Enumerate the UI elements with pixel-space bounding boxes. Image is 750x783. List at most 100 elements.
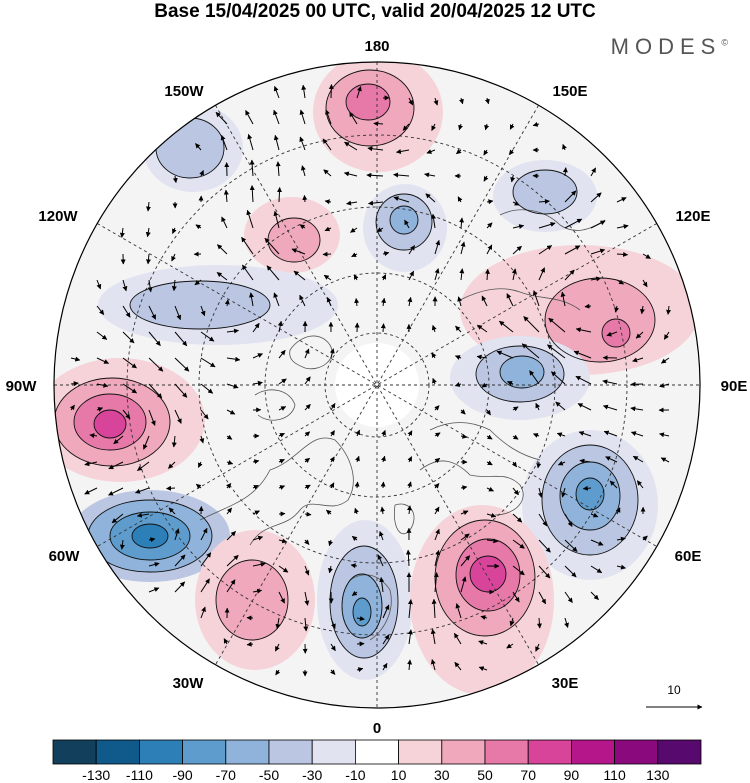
wind-vector <box>485 409 491 416</box>
wind-vector <box>223 638 229 645</box>
wind-vector <box>346 200 358 206</box>
anomaly-pos-140w <box>244 197 340 273</box>
anomaly-contour <box>512 169 578 215</box>
wind-vector <box>96 305 105 315</box>
wind-vector <box>350 563 358 569</box>
wind-vector <box>122 383 138 394</box>
wind-vector <box>322 251 332 257</box>
wind-vector <box>326 297 332 307</box>
wind-vector <box>278 432 285 438</box>
wind-vector <box>605 456 618 463</box>
lon-label-60w: 60W <box>49 548 81 565</box>
wind-vector <box>273 85 280 99</box>
wind-vector <box>275 161 281 177</box>
wind-vector <box>630 406 644 412</box>
wind-vector <box>278 406 287 411</box>
wind-vector <box>529 370 540 385</box>
colorbar-swatch <box>311 739 356 765</box>
wind-vector <box>564 269 575 281</box>
wind-vector <box>486 222 493 229</box>
wind-vector <box>278 538 288 544</box>
wind-vector <box>407 599 413 619</box>
wind-vector <box>172 227 177 234</box>
wind-vector <box>328 539 333 547</box>
wind-vector <box>511 268 517 281</box>
wind-vector <box>660 357 670 364</box>
wind-vector <box>226 460 234 465</box>
lon-label-150w: 150W <box>164 83 204 100</box>
wind-vector <box>431 598 437 619</box>
wind-vector <box>616 251 629 257</box>
wind-vector <box>642 253 651 259</box>
wind-vector <box>224 299 230 307</box>
wind-vector <box>538 245 553 255</box>
wind-vector <box>561 487 567 498</box>
wind-vector <box>197 461 203 468</box>
anomaly-pos-180 <box>313 62 443 172</box>
map-title: Base 15/04/2025 00 UTC, valid 20/04/2025… <box>154 1 596 22</box>
wind-vector <box>215 111 228 125</box>
wind-vector <box>226 483 232 489</box>
wind-vector <box>96 279 102 290</box>
wind-vector <box>247 133 254 151</box>
wind-vector <box>430 628 436 645</box>
wind-vector <box>291 248 306 255</box>
map-border <box>53 61 701 709</box>
colorbar-tick-label: -130 <box>82 767 110 783</box>
wind-vector <box>660 457 670 463</box>
wind-vector <box>434 268 440 281</box>
wind-vector <box>145 253 151 265</box>
wind-vector <box>432 377 437 385</box>
wind-vector <box>172 175 178 184</box>
anomaly-contour <box>325 69 415 147</box>
wind-vector <box>275 617 281 630</box>
wind-vector <box>639 305 645 315</box>
wind-vector <box>273 134 280 151</box>
wind-vector <box>381 429 386 437</box>
wind-vector <box>381 297 387 307</box>
modes-logo: MODES© <box>611 34 728 60</box>
anomaly-field <box>54 62 700 695</box>
wind-vector <box>356 86 362 99</box>
wind-vector <box>226 434 233 440</box>
wind-vector <box>304 565 310 576</box>
wind-vector <box>148 587 160 593</box>
wind-vector <box>405 549 411 567</box>
wind-vector <box>293 270 306 281</box>
wind-vector <box>278 565 289 573</box>
wind-vector <box>486 460 493 466</box>
colorbar-swatch <box>268 739 313 765</box>
wind-vector <box>381 274 387 281</box>
anomaly-contours <box>54 69 656 659</box>
colorbar-tick-label: -90 <box>172 767 192 783</box>
anomaly-contour <box>215 559 289 641</box>
wind-vector <box>356 667 364 673</box>
wind-vector <box>460 485 468 491</box>
wind-vector <box>455 603 462 619</box>
wind-vector <box>642 279 648 288</box>
wind-vector <box>575 327 592 333</box>
wind-vector <box>616 564 626 570</box>
wind-vector <box>560 291 566 307</box>
wind-vector <box>148 562 160 567</box>
wind-vector <box>459 217 465 229</box>
colorbar-tick-label: 30 <box>434 767 450 783</box>
wind-vector <box>145 227 151 238</box>
anomaly-neg-90e <box>450 336 590 420</box>
colorbar-tick-label: 70 <box>520 767 536 783</box>
wind-vector <box>323 274 332 281</box>
wind-vector <box>483 175 489 182</box>
wind-vector <box>376 227 384 233</box>
wind-vector <box>278 511 286 517</box>
anomaly-contour <box>475 345 565 403</box>
lon-label-0: 0 <box>373 720 381 737</box>
anomaly-contour <box>544 277 656 363</box>
wind-vector <box>564 617 569 628</box>
wind-vector <box>174 383 188 398</box>
wind-vector <box>226 507 232 515</box>
wind-vector <box>304 591 310 606</box>
wind-vector <box>523 316 540 333</box>
wind-vector <box>659 382 670 388</box>
wind-vector <box>330 402 336 411</box>
wind-vector <box>148 383 163 399</box>
